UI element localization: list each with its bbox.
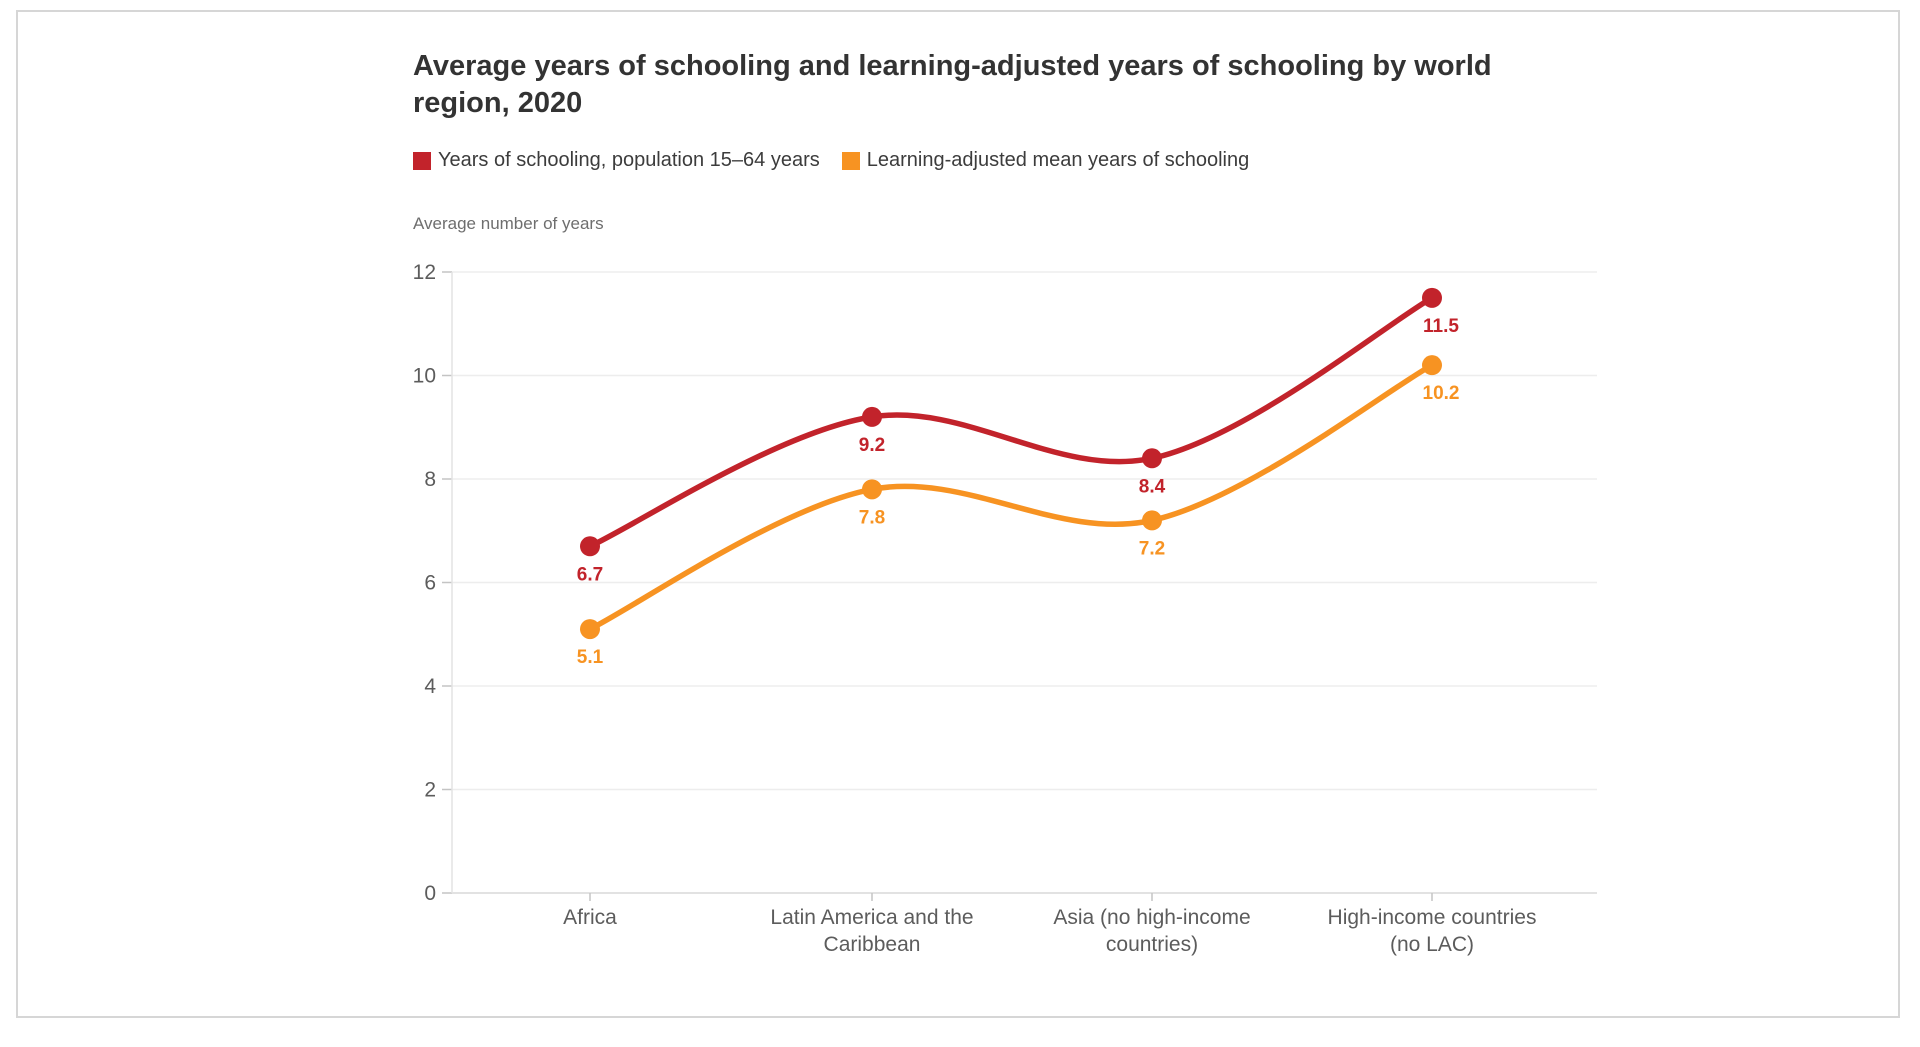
series-0-point-2 xyxy=(1142,448,1162,469)
series-0-value-label: 6.7 xyxy=(577,564,603,585)
y-tick-label: 4 xyxy=(424,675,436,698)
series-1-value-label: 7.2 xyxy=(1139,538,1165,559)
x-tick-label: countries) xyxy=(1106,933,1198,956)
y-tick-label: 0 xyxy=(424,882,436,905)
series-1-value-label: 5.1 xyxy=(577,647,604,668)
series-0-point-1 xyxy=(862,406,882,427)
x-tick-label: Asia (no high-income xyxy=(1053,906,1250,929)
series-1-value-label: 7.8 xyxy=(859,507,885,528)
series-1-point-1 xyxy=(862,479,882,500)
series-line-1 xyxy=(587,362,1435,632)
series-0-value-label: 8.4 xyxy=(1139,476,1166,497)
legend-label-learning-adjusted: Learning-adjusted mean years of schoolin… xyxy=(866,149,1250,171)
x-tick-label: Africa xyxy=(563,906,617,929)
legend-label-years-of-schooling: Years of schooling, population 15–64 yea… xyxy=(438,149,820,171)
series-1-point-2 xyxy=(1142,510,1162,531)
y-tick-label: 12 xyxy=(413,261,436,284)
chart-title: Average years of schooling and learning-… xyxy=(413,50,1492,119)
y-tick-label: 2 xyxy=(424,779,436,802)
series-1-point-0 xyxy=(580,619,600,640)
y-tick-label: 10 xyxy=(413,365,436,388)
legend-item-learning-adjusted: Learning-adjusted mean years of schoolin… xyxy=(841,149,1250,172)
legend-item-years-of-schooling: Years of schooling, population 15–64 yea… xyxy=(413,149,820,172)
legend-swatch-red-icon xyxy=(413,151,431,170)
series-1-point-3 xyxy=(1422,355,1442,376)
series-0-value-label: 11.5 xyxy=(1423,316,1459,337)
x-tick-label: Latin America and the xyxy=(770,906,973,929)
series-1-value-label: 10.2 xyxy=(1423,383,1460,404)
legend: Years of schooling, population 15–64 yea… xyxy=(413,149,1271,172)
y-tick-label: 6 xyxy=(424,572,436,595)
y-tick-label: 8 xyxy=(424,468,436,491)
x-tick-label: High-income countries xyxy=(1328,906,1537,929)
x-tick-label: (no LAC) xyxy=(1390,933,1474,956)
series-0-value-label: 9.2 xyxy=(859,435,885,456)
series-0-point-0 xyxy=(580,536,600,557)
y-axis-title: Average number of years xyxy=(413,214,604,233)
series-line-0 xyxy=(587,295,1435,550)
legend-swatch-orange-icon xyxy=(841,151,860,170)
x-tick-label: Caribbean xyxy=(824,933,921,956)
chart-card xyxy=(16,10,1900,1018)
series-0-point-3 xyxy=(1422,287,1442,308)
